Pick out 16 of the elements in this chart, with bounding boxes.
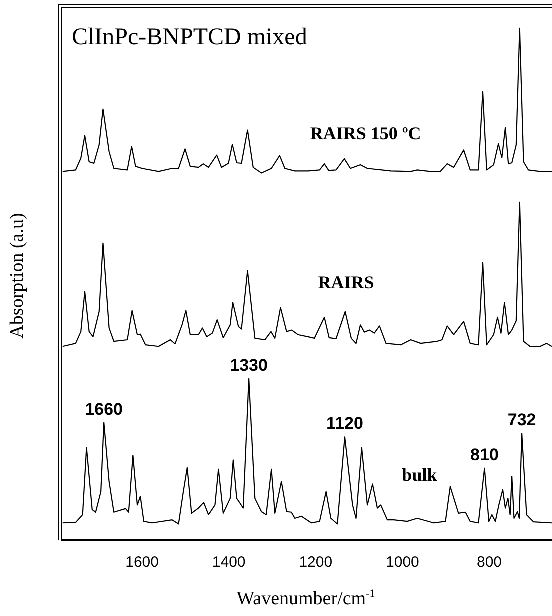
y-axis-title: Absorption (a.u) (7, 212, 29, 341)
series-label: bulk (402, 465, 438, 486)
annotation: 810 (470, 445, 499, 464)
x-tick-label: 1200 (299, 554, 333, 572)
series-label: RAIRS (318, 272, 374, 293)
annotation: 1660 (85, 400, 124, 419)
annotation: 1330 (230, 356, 268, 375)
annotation: 732 (508, 410, 536, 430)
x-tick-label: 1400 (212, 554, 246, 572)
chart-title: ClInPc-BNPTCD mixed (72, 24, 308, 50)
annotation: 1120 (326, 414, 364, 434)
x-tick-label: 1000 (386, 554, 420, 572)
x-tick-label: 800 (476, 554, 502, 572)
x-tick-label: 1600 (126, 554, 159, 572)
x-axis-title: Wavenumber/cm$^{-1}$ (236, 588, 376, 610)
series-label: RAIRS 150 ºC (310, 124, 422, 144)
